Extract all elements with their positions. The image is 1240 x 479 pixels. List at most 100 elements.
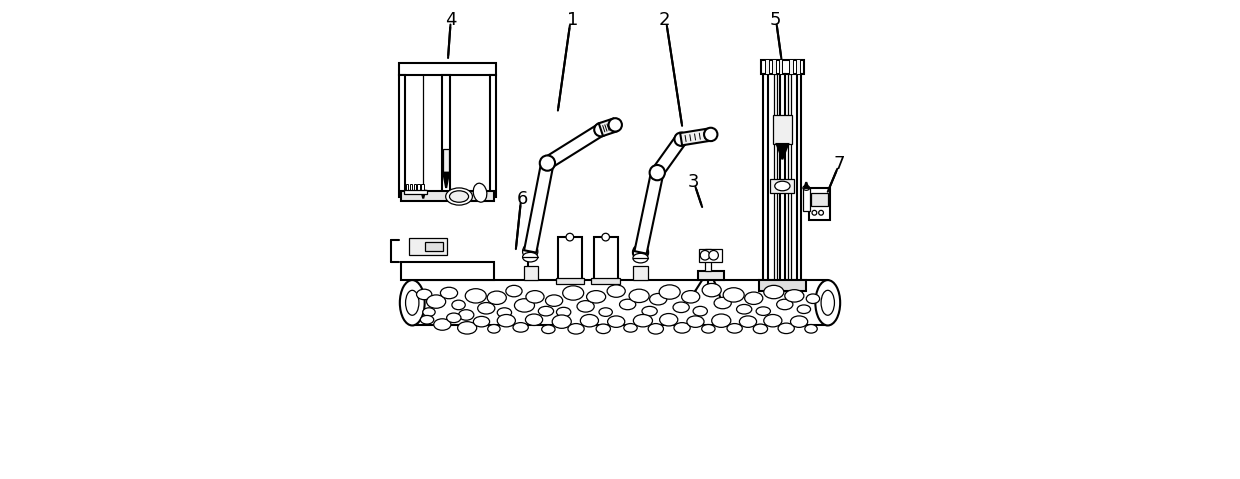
Polygon shape <box>422 191 425 198</box>
Ellipse shape <box>526 291 544 303</box>
Bar <box>789 59 792 74</box>
Text: 6: 6 <box>516 190 528 208</box>
Ellipse shape <box>776 299 792 310</box>
Bar <box>808 188 830 220</box>
Bar <box>634 266 647 280</box>
Ellipse shape <box>497 315 516 327</box>
Ellipse shape <box>737 305 751 314</box>
Bar <box>399 75 405 196</box>
Bar <box>443 75 450 196</box>
Bar <box>591 278 620 284</box>
Ellipse shape <box>399 280 424 325</box>
Ellipse shape <box>785 290 804 302</box>
Ellipse shape <box>459 310 474 320</box>
Ellipse shape <box>804 185 810 190</box>
Ellipse shape <box>445 188 472 205</box>
Bar <box>759 280 806 291</box>
Bar <box>410 184 412 191</box>
Ellipse shape <box>624 323 637 332</box>
Ellipse shape <box>704 128 718 141</box>
Bar <box>761 60 804 74</box>
Ellipse shape <box>506 285 522 297</box>
Ellipse shape <box>539 156 556 171</box>
Bar <box>773 115 792 144</box>
Ellipse shape <box>649 323 663 334</box>
Ellipse shape <box>777 323 795 333</box>
Ellipse shape <box>596 324 610 333</box>
Polygon shape <box>805 182 808 188</box>
Ellipse shape <box>423 308 435 317</box>
Ellipse shape <box>417 289 432 300</box>
Ellipse shape <box>546 295 563 307</box>
Bar <box>780 74 785 285</box>
Ellipse shape <box>629 289 649 303</box>
Text: 3: 3 <box>687 173 699 191</box>
Ellipse shape <box>764 315 782 327</box>
Ellipse shape <box>557 308 570 317</box>
Ellipse shape <box>434 319 451 330</box>
Bar <box>804 188 810 211</box>
Bar <box>401 262 495 280</box>
Ellipse shape <box>601 233 610 241</box>
Polygon shape <box>525 162 553 252</box>
Ellipse shape <box>673 302 689 313</box>
Bar <box>698 272 724 280</box>
Text: 4: 4 <box>445 11 456 29</box>
Ellipse shape <box>805 324 817 333</box>
Ellipse shape <box>764 285 784 299</box>
Bar <box>771 59 776 74</box>
Ellipse shape <box>577 301 594 312</box>
Ellipse shape <box>632 253 649 263</box>
Bar <box>523 266 538 280</box>
Ellipse shape <box>701 251 709 260</box>
Ellipse shape <box>682 291 699 303</box>
Bar <box>399 63 496 75</box>
Ellipse shape <box>702 284 722 297</box>
Text: 1: 1 <box>567 11 578 29</box>
Ellipse shape <box>714 297 732 309</box>
Bar <box>402 191 494 201</box>
Ellipse shape <box>797 305 811 314</box>
Ellipse shape <box>675 322 691 333</box>
Polygon shape <box>776 144 789 159</box>
Bar <box>765 59 769 74</box>
Ellipse shape <box>745 292 763 305</box>
Bar <box>811 193 828 206</box>
Polygon shape <box>635 171 663 254</box>
Ellipse shape <box>542 325 556 333</box>
Ellipse shape <box>497 308 512 318</box>
Ellipse shape <box>702 324 715 333</box>
Ellipse shape <box>632 245 649 260</box>
Ellipse shape <box>693 307 707 316</box>
Ellipse shape <box>642 307 657 316</box>
Ellipse shape <box>753 324 768 333</box>
Bar <box>706 249 711 272</box>
Bar <box>405 184 408 191</box>
Ellipse shape <box>821 290 835 315</box>
Polygon shape <box>544 125 604 168</box>
Ellipse shape <box>420 316 434 324</box>
Ellipse shape <box>791 316 807 327</box>
Bar <box>699 249 722 262</box>
Text: 5: 5 <box>770 11 781 29</box>
Ellipse shape <box>687 316 704 327</box>
Ellipse shape <box>565 233 574 241</box>
Bar <box>443 149 449 172</box>
Bar <box>787 74 791 285</box>
Ellipse shape <box>552 315 572 328</box>
Ellipse shape <box>568 323 584 334</box>
Ellipse shape <box>427 295 445 308</box>
Ellipse shape <box>526 314 543 325</box>
Ellipse shape <box>634 315 652 327</box>
Ellipse shape <box>487 324 500 333</box>
Ellipse shape <box>594 123 608 137</box>
Bar <box>558 237 582 280</box>
Ellipse shape <box>650 165 665 180</box>
Bar <box>404 190 427 194</box>
Bar <box>779 59 782 74</box>
Ellipse shape <box>650 294 667 305</box>
Bar <box>556 278 584 284</box>
Ellipse shape <box>474 183 487 202</box>
Ellipse shape <box>709 251 718 260</box>
Ellipse shape <box>477 303 495 314</box>
